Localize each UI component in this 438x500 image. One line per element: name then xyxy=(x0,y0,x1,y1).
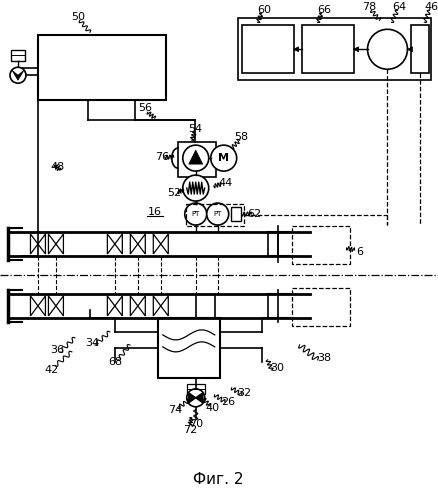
Bar xyxy=(267,232,277,256)
Bar xyxy=(157,318,219,378)
Text: 6: 6 xyxy=(355,247,362,257)
Text: 62: 62 xyxy=(247,209,261,219)
Bar xyxy=(38,36,166,100)
Text: 50: 50 xyxy=(71,12,85,22)
Circle shape xyxy=(210,145,236,171)
Text: 66: 66 xyxy=(317,6,331,16)
Polygon shape xyxy=(188,150,202,164)
Text: 46: 46 xyxy=(424,2,438,12)
Text: 32: 32 xyxy=(237,388,251,398)
Text: 16: 16 xyxy=(148,207,162,217)
Text: 72: 72 xyxy=(182,425,196,435)
Bar xyxy=(291,288,349,326)
Bar xyxy=(237,18,431,80)
Bar xyxy=(177,142,215,177)
Polygon shape xyxy=(188,393,195,403)
Text: 58: 58 xyxy=(234,132,248,142)
Text: 74: 74 xyxy=(167,405,181,415)
Polygon shape xyxy=(195,393,202,403)
Text: 52: 52 xyxy=(166,188,180,198)
Circle shape xyxy=(367,30,406,69)
Text: 34: 34 xyxy=(85,338,99,348)
Polygon shape xyxy=(12,70,24,80)
Text: M: M xyxy=(218,153,229,163)
Text: 44: 44 xyxy=(218,178,232,188)
Bar xyxy=(186,384,204,394)
Circle shape xyxy=(206,203,228,225)
Circle shape xyxy=(10,67,26,83)
Circle shape xyxy=(182,145,208,171)
Bar xyxy=(301,26,353,73)
Polygon shape xyxy=(353,47,358,52)
Text: 78: 78 xyxy=(361,2,376,12)
Text: 30: 30 xyxy=(270,363,284,373)
Text: 48: 48 xyxy=(51,162,65,172)
Text: 76: 76 xyxy=(154,152,169,162)
Bar xyxy=(410,26,428,73)
Text: 70: 70 xyxy=(188,419,202,429)
Circle shape xyxy=(184,203,206,225)
Circle shape xyxy=(182,175,208,201)
Bar xyxy=(11,50,25,61)
Text: PT: PT xyxy=(191,211,199,217)
Text: 64: 64 xyxy=(392,2,406,12)
Text: 56: 56 xyxy=(138,103,152,113)
Circle shape xyxy=(186,389,204,407)
Bar xyxy=(230,207,240,221)
Polygon shape xyxy=(293,47,298,52)
Text: Фиг. 2: Фиг. 2 xyxy=(193,472,244,487)
Text: 38: 38 xyxy=(317,353,331,363)
Text: 54: 54 xyxy=(188,124,202,134)
Text: 36: 36 xyxy=(50,345,64,355)
Bar xyxy=(291,226,349,264)
Polygon shape xyxy=(406,47,412,52)
Text: 60: 60 xyxy=(257,6,271,16)
Bar xyxy=(185,204,243,226)
Text: 42: 42 xyxy=(45,365,59,375)
Text: 26: 26 xyxy=(220,397,234,407)
Text: 68: 68 xyxy=(108,357,122,367)
Bar xyxy=(267,294,277,318)
Text: 40: 40 xyxy=(205,403,219,413)
Bar xyxy=(241,26,293,73)
Text: PT: PT xyxy=(213,211,221,217)
